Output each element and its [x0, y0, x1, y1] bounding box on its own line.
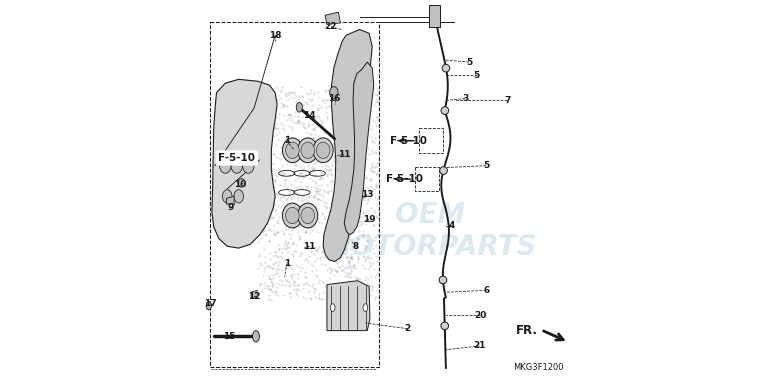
Polygon shape — [212, 79, 277, 248]
Text: 1: 1 — [284, 136, 290, 145]
Ellipse shape — [252, 331, 259, 342]
Text: 7: 7 — [504, 96, 511, 105]
Text: 2: 2 — [404, 324, 411, 333]
Text: 14: 14 — [304, 111, 316, 120]
Text: 16: 16 — [328, 94, 341, 103]
Ellipse shape — [222, 190, 232, 203]
Text: 19: 19 — [363, 215, 375, 224]
Text: 8: 8 — [353, 242, 359, 251]
Text: 20: 20 — [474, 311, 487, 320]
Ellipse shape — [285, 142, 299, 159]
Ellipse shape — [313, 138, 333, 163]
Text: 1: 1 — [284, 259, 290, 268]
Polygon shape — [345, 62, 374, 235]
Ellipse shape — [331, 304, 335, 311]
Text: 21: 21 — [474, 341, 486, 350]
Ellipse shape — [363, 304, 368, 311]
Text: 11: 11 — [338, 150, 351, 159]
Polygon shape — [323, 30, 372, 261]
Ellipse shape — [285, 207, 299, 224]
Text: 5: 5 — [466, 58, 472, 67]
Ellipse shape — [330, 87, 338, 99]
Ellipse shape — [298, 138, 318, 163]
Text: 12: 12 — [248, 291, 261, 301]
Text: FR.: FR. — [516, 324, 538, 337]
Ellipse shape — [219, 158, 231, 173]
Text: F-5-10: F-5-10 — [390, 136, 427, 146]
Ellipse shape — [441, 107, 449, 114]
Ellipse shape — [442, 64, 450, 72]
Text: 9: 9 — [228, 203, 235, 213]
Text: 13: 13 — [361, 190, 374, 199]
Text: 4: 4 — [448, 221, 454, 229]
Polygon shape — [226, 196, 234, 204]
Ellipse shape — [301, 207, 315, 224]
Ellipse shape — [238, 179, 245, 187]
Text: 5: 5 — [483, 161, 489, 170]
Polygon shape — [251, 290, 257, 298]
Ellipse shape — [316, 142, 330, 159]
Text: 11: 11 — [304, 242, 316, 251]
Ellipse shape — [298, 203, 318, 228]
Polygon shape — [428, 5, 440, 27]
Text: 6: 6 — [483, 286, 489, 295]
Polygon shape — [327, 281, 370, 331]
Ellipse shape — [231, 158, 242, 173]
Text: F-5-10: F-5-10 — [218, 153, 255, 163]
Ellipse shape — [439, 276, 447, 284]
Text: 17: 17 — [204, 299, 216, 308]
Ellipse shape — [296, 102, 302, 112]
Ellipse shape — [282, 203, 302, 228]
Text: 3: 3 — [462, 94, 468, 103]
Text: 5: 5 — [474, 71, 480, 80]
Text: F-5-10: F-5-10 — [386, 174, 423, 184]
Ellipse shape — [242, 158, 254, 173]
Text: 15: 15 — [223, 332, 235, 341]
Text: 10: 10 — [235, 180, 247, 189]
Ellipse shape — [441, 322, 448, 330]
Text: 22: 22 — [325, 22, 337, 31]
Polygon shape — [325, 12, 341, 25]
Ellipse shape — [282, 138, 302, 163]
Text: OEM
MOTORPARTS: OEM MOTORPARTS — [324, 201, 538, 261]
Ellipse shape — [301, 142, 315, 159]
Ellipse shape — [440, 167, 448, 174]
Ellipse shape — [234, 190, 244, 203]
Ellipse shape — [206, 301, 211, 310]
Text: MKG3F1200: MKG3F1200 — [513, 363, 563, 372]
Text: 18: 18 — [269, 31, 281, 40]
